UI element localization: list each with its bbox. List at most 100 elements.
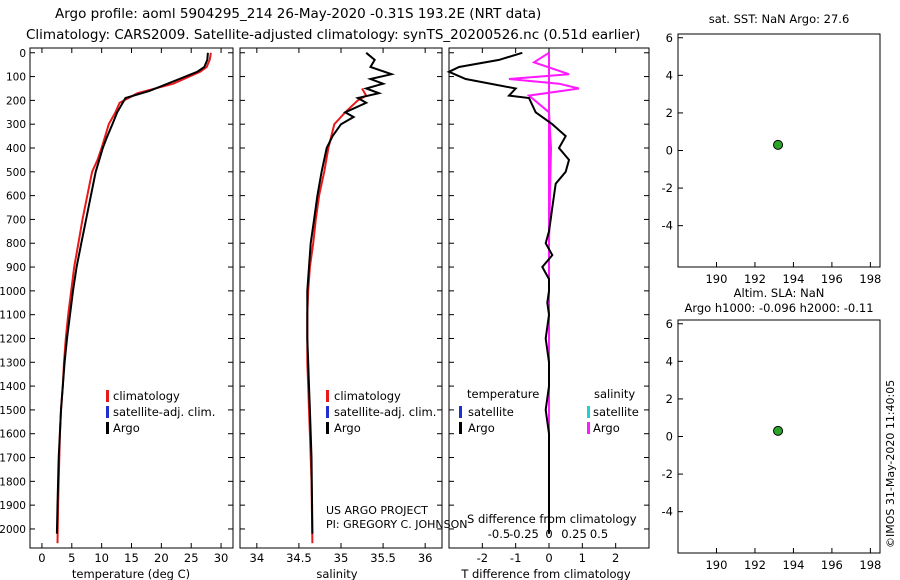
map-x-tick-label: 194 bbox=[782, 272, 804, 286]
temp-xlabel: temperature (deg C) bbox=[72, 567, 190, 580]
depth-tick-label: 700 bbox=[6, 214, 26, 226]
temp-legend: climatology satellite-adj. clim. Argo bbox=[106, 389, 215, 435]
legend-heading-salinity: salinity bbox=[594, 387, 635, 401]
sst-title: sat. SST: NaN Argo: 27.6 bbox=[709, 12, 850, 26]
sal-argo-line bbox=[306, 52, 396, 534]
temp-x-axis: 0 5 10 15 20 25 30 bbox=[38, 48, 228, 565]
map-y-tick-label: 0 bbox=[666, 430, 673, 444]
x-tick-label: 0 bbox=[545, 527, 552, 541]
map-y-tick-label: -4 bbox=[662, 219, 673, 233]
sal-panel-frame bbox=[239, 47, 443, 549]
legend-label-satellite: satellite-adj. clim. bbox=[334, 405, 436, 419]
temp-panel-frame bbox=[29, 47, 234, 549]
legend-label-argo: Argo bbox=[334, 421, 361, 435]
timestamp: ©IMOS 31-May-2020 11:40:05 bbox=[884, 380, 897, 548]
map-x-tick-label: 198 bbox=[859, 558, 881, 572]
map-y-tick-label: -4 bbox=[662, 505, 673, 519]
sla-profile-marker bbox=[773, 425, 784, 436]
sal-x-axis: 34 34.5 35 35.5 36 bbox=[250, 48, 433, 565]
depth-tick-label: 800 bbox=[6, 238, 26, 250]
x-tick-label: 0 bbox=[38, 551, 45, 565]
depth-tick-label: 1200 bbox=[0, 333, 26, 345]
x-tick-label: 35 bbox=[334, 551, 349, 565]
sal-xlabel: salinity bbox=[316, 567, 357, 580]
sla-axes: 190 192 194 196 198 6 4 2 0 -2 -4 bbox=[662, 317, 882, 572]
depth-tick-label: 100 bbox=[6, 72, 26, 84]
x-tick-label: -0.25 bbox=[509, 527, 539, 541]
legend-swatch-sal-argo bbox=[587, 422, 590, 434]
legend-label-argo: Argo bbox=[113, 421, 140, 435]
sst-panel-frame bbox=[677, 33, 881, 268]
map-x-tick-label: 190 bbox=[705, 558, 727, 572]
depth-tick-label: 1500 bbox=[0, 405, 26, 417]
depth-tick-label: 1600 bbox=[0, 429, 26, 441]
diff-x-axis: -2 -1 0 1 2 bbox=[477, 48, 619, 565]
temp-diff-line bbox=[446, 51, 571, 534]
s-diff-label: S difference from climatology bbox=[467, 512, 637, 526]
legend-swatch-argo bbox=[106, 422, 109, 434]
depth-axis: 0 100 200 300 400 500 600 700 800 900 1000 1100 1200… bbox=[0, 48, 649, 536]
x-tick-label: 35.5 bbox=[370, 551, 396, 565]
legend-label-temp-argo: Argo bbox=[468, 421, 495, 435]
diff-legend: temperature salinity satellite Argo sate… bbox=[459, 387, 639, 435]
map-y-tick-label: -2 bbox=[662, 181, 673, 195]
legend-swatch-satellite bbox=[326, 406, 329, 418]
salinity-diff-line bbox=[508, 51, 580, 534]
x-tick-label: 0.25 bbox=[561, 527, 587, 541]
map-x-tick-label: 190 bbox=[705, 272, 727, 286]
map-x-tick-label: 192 bbox=[744, 272, 766, 286]
x-tick-label: 1 bbox=[579, 551, 586, 565]
legend-label-sal-satellite: satellite bbox=[593, 405, 639, 419]
temp-argo-line bbox=[55, 52, 209, 534]
x-tick-label: 30 bbox=[214, 551, 229, 565]
sal-climatology-line bbox=[306, 87, 368, 544]
sla-title2: Argo h1000: -0.096 h2000: -0.11 bbox=[684, 301, 873, 315]
map-x-tick-label: 196 bbox=[821, 558, 843, 572]
header-line2: Climatology: CARS2009. Satellite-adjuste… bbox=[26, 27, 640, 43]
map-y-tick-label: 6 bbox=[666, 31, 673, 45]
x-tick-label: 20 bbox=[154, 551, 169, 565]
depth-tick-label: 1100 bbox=[0, 310, 26, 322]
sla-panel-frame bbox=[677, 319, 881, 554]
x-tick-label: 25 bbox=[184, 551, 199, 565]
legend-swatch-climatology bbox=[326, 390, 329, 402]
map-x-tick-label: 196 bbox=[821, 272, 843, 286]
legend-heading-temperature: temperature bbox=[467, 387, 539, 401]
map-x-tick-label: 192 bbox=[744, 558, 766, 572]
depth-tick-label: 1300 bbox=[0, 357, 26, 369]
legend-label-climatology: climatology bbox=[334, 389, 401, 403]
diff-xlabel: T difference from climatology bbox=[460, 567, 631, 580]
legend-label-climatology: climatology bbox=[113, 389, 180, 403]
map-x-tick-label: 194 bbox=[782, 558, 804, 572]
x-tick-label: 10 bbox=[94, 551, 109, 565]
legend-swatch-sal-satellite bbox=[587, 406, 590, 418]
sst-profile-marker bbox=[773, 139, 784, 150]
diff-s-axis: -0.5-0.25 0 0.25 0.5 bbox=[488, 527, 608, 541]
sal-legend: climatology satellite-adj. clim. Argo bbox=[326, 389, 436, 435]
depth-tick-label: 0 bbox=[19, 48, 26, 60]
x-tick-label: 36 bbox=[418, 551, 433, 565]
depth-tick-label: 1800 bbox=[0, 476, 26, 488]
depth-tick-label: 500 bbox=[6, 167, 26, 179]
x-tick-label: 34.5 bbox=[286, 551, 312, 565]
sla-title1: Altim. SLA: NaN bbox=[734, 286, 825, 300]
map-y-tick-label: 4 bbox=[666, 354, 673, 368]
depth-tick-label: 1900 bbox=[0, 500, 26, 512]
credit-project: US ARGO PROJECT bbox=[326, 504, 428, 517]
sst-axes: 190 192 194 196 198 6 4 2 0 -2 -4 bbox=[662, 31, 882, 286]
depth-tick-label: 900 bbox=[6, 262, 26, 274]
x-tick-label: -1 bbox=[510, 551, 521, 565]
depth-tick-label: 2000 bbox=[0, 524, 26, 536]
map-y-tick-label: 2 bbox=[666, 392, 673, 406]
map-x-tick-label: 198 bbox=[859, 272, 881, 286]
x-tick-label: 0 bbox=[545, 551, 552, 565]
depth-tick-label: 1400 bbox=[0, 381, 26, 393]
legend-swatch-climatology bbox=[106, 390, 109, 402]
depth-tick-label: 600 bbox=[6, 191, 26, 203]
map-y-tick-label: 6 bbox=[666, 317, 673, 331]
header-line1: Argo profile: aoml 5904295_214 26-May-20… bbox=[55, 6, 541, 22]
legend-label-temp-satellite: satellite bbox=[468, 405, 514, 419]
legend-label-satellite: satellite-adj. clim. bbox=[113, 405, 215, 419]
legend-swatch-temp-satellite bbox=[459, 406, 462, 418]
x-tick-label: -0.5 bbox=[488, 527, 510, 541]
